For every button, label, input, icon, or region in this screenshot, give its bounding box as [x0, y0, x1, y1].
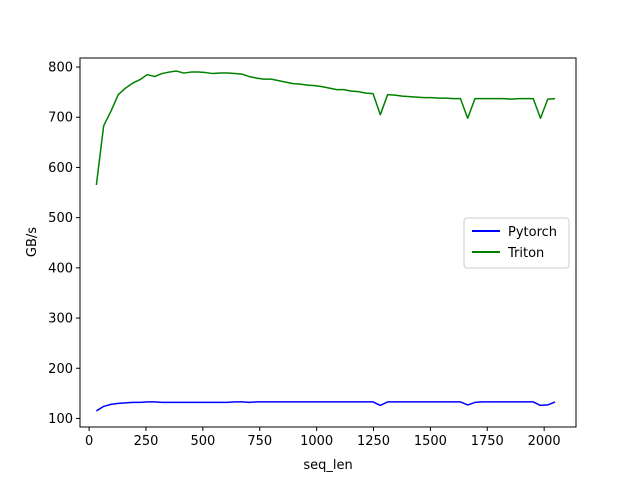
y-tick-label: 500 [48, 211, 73, 226]
y-tick-label: 800 [48, 61, 73, 76]
legend-label-pytorch: Pytorch [508, 225, 557, 240]
series-line-pytorch [95, 401, 556, 412]
legend-label-triton: Triton [507, 246, 544, 261]
x-tick-label: 2000 [528, 434, 561, 449]
axis-ticks: 0 250 500 750 1000 1250 1500 1750 2000 100 200 300 4… [48, 61, 561, 449]
x-tick-label: 500 [190, 434, 215, 449]
y-tick-label: 100 [48, 412, 73, 427]
x-tick-label: 1000 [300, 434, 333, 449]
x-tick-label: 1250 [357, 434, 390, 449]
x-axis-label: seq_len [303, 458, 352, 473]
y-tick-label: 200 [48, 362, 73, 377]
series-line-triton [95, 70, 556, 186]
y-tick-label: 400 [48, 261, 73, 276]
x-tick-label: 0 [85, 434, 93, 449]
y-tick-label: 700 [48, 111, 73, 126]
x-tick-label: 250 [134, 434, 159, 449]
x-tick-label: 750 [247, 434, 272, 449]
x-tick-label: 1500 [414, 434, 447, 449]
legend: Pytorch Triton [463, 217, 570, 269]
axes-frame [79, 57, 577, 428]
x-tick-label: 1750 [471, 434, 504, 449]
y-tick-label: 300 [48, 312, 73, 327]
y-tick-label: 600 [48, 161, 73, 176]
y-axis-label: GB/s [25, 227, 40, 257]
plot-area [95, 70, 556, 412]
